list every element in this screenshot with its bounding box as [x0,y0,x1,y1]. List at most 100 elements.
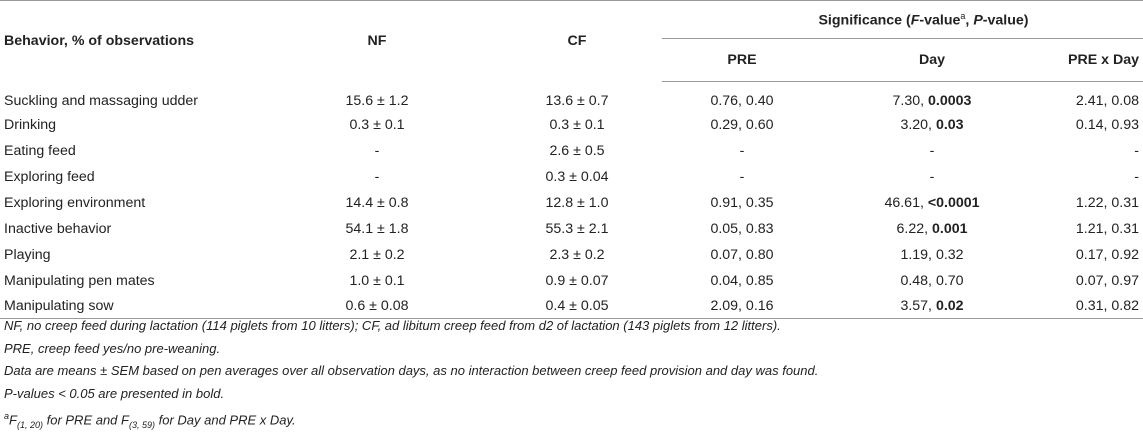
cell-behavior: Exploring feed [0,164,262,190]
cell-cf: 13.6 ± 0.7 [492,82,662,113]
cell-day-f: 1.19, [900,247,936,263]
cell-cf: 12.8 ± 1.0 [492,190,662,216]
table-row: Exploring feed - 0.3 ± 0.04 - - - [0,164,1143,190]
cell-nf: 14.4 ± 0.8 [262,190,492,216]
cell-day: - [822,138,1042,164]
cell-interaction: - [1042,138,1143,164]
cell-day: 6.22, 0.001 [822,216,1042,242]
table-row: Exploring environment 14.4 ± 0.8 12.8 ± 1.… [0,190,1143,216]
cell-day-p: - [930,169,935,185]
cell-cf: 55.3 ± 2.1 [492,216,662,242]
cell-interaction: - [1042,164,1143,190]
cell-pre: 0.07, 0.80 [662,242,822,268]
table-container: Behavior, % of observations NF CF Signif… [0,0,1143,446]
table-row: Manipulating pen mates 1.0 ± 0.1 0.9 ± 0.0… [0,268,1143,294]
cell-nf: - [262,138,492,164]
cell-behavior: Drinking [0,112,262,138]
cell-day-p: 0.0003 [928,93,971,109]
behavior-table: Behavior, % of observations NF CF Signif… [0,0,1143,319]
header-day: Day [822,39,1042,82]
cell-day: 7.30, 0.0003 [822,82,1042,113]
cell-cf: 0.3 ± 0.1 [492,112,662,138]
cell-day: 3.20, 0.03 [822,112,1042,138]
cell-day-f: 7.30, [893,93,929,109]
cell-behavior: Suckling and massaging udder [0,82,262,113]
cell-nf: 2.1 ± 0.2 [262,242,492,268]
cell-day-f: 3.20, [900,117,936,133]
cell-behavior: Playing [0,242,262,268]
table-body: Suckling and massaging udder 15.6 ± 1.2 13… [0,82,1143,319]
cell-nf: - [262,164,492,190]
cell-pre: 0.91, 0.35 [662,190,822,216]
footnote-2: PRE, creep feed yes/no pre-weaning. [4,338,818,361]
cell-interaction: 1.22, 0.31 [1042,190,1143,216]
header-interaction: PRE x Day [1042,39,1143,82]
f-value-suffix: -value [919,12,960,28]
cell-behavior: Eating feed [0,138,262,164]
footnote-3: Data are means ± SEM based on pen averag… [4,360,818,383]
cell-day-p: 0.70 [936,273,964,289]
cell-cf: 2.6 ± 0.5 [492,138,662,164]
cell-interaction: 0.14, 0.93 [1042,112,1143,138]
cell-day-p: - [930,143,935,159]
header-nf: NF [262,1,492,82]
table-row: Drinking 0.3 ± 0.1 0.3 ± 0.1 0.29, 0.60 3.20… [0,112,1143,138]
cell-day-p: 0.03 [936,117,964,133]
cell-interaction: 1.21, 0.31 [1042,216,1143,242]
cell-day: 1.19, 0.32 [822,242,1042,268]
footnote-5-f1: F [9,412,17,427]
cell-day-p: 0.32 [936,247,964,263]
cell-behavior: Exploring environment [0,190,262,216]
cell-pre: 0.05, 0.83 [662,216,822,242]
cell-day-p: 0.02 [936,298,964,314]
cell-day: 46.61, <0.0001 [822,190,1042,216]
cell-nf: 1.0 ± 0.1 [262,268,492,294]
table-row: Suckling and massaging udder 15.6 ± 1.2 13… [0,82,1143,113]
table-row: Inactive behavior 54.1 ± 1.8 55.3 ± 2.1 0.0… [0,216,1143,242]
footnote-5-df1: (1, 20) [17,420,43,430]
cell-interaction: 2.41, 0.08 [1042,82,1143,113]
cell-day-f: 46.61, [884,195,927,211]
cell-day-f: 3.57, [900,298,936,314]
cell-interaction: 0.31, 0.82 [1042,294,1143,319]
cell-interaction: 0.17, 0.92 [1042,242,1143,268]
p-value-suffix: -value) [983,12,1029,28]
cell-day-p: 0.001 [932,221,968,237]
footnote-1: NF, no creep feed during lactation (114 … [4,315,818,338]
footnote-5-end: for Day and PRE x Day. [155,412,296,427]
cell-cf: 0.9 ± 0.07 [492,268,662,294]
cell-day-f: 0.48, [900,273,936,289]
header-cf: CF [492,1,662,82]
cell-behavior: Manipulating pen mates [0,268,262,294]
table-footnotes: NF, no creep feed during lactation (114 … [4,315,818,436]
cell-pre: - [662,164,822,190]
cell-cf: 0.3 ± 0.04 [492,164,662,190]
cell-nf: 54.1 ± 1.8 [262,216,492,242]
header-significance: Significance (F-valuea, P-value) [662,1,1143,39]
footnote-5: aF(1, 20) for PRE and F(3, 59) for Day a… [4,405,818,436]
cell-nf: 15.6 ± 1.2 [262,82,492,113]
cell-day: 3.57, 0.02 [822,294,1042,319]
table-row: Playing 2.1 ± 0.2 2.3 ± 0.2 0.07, 0.80 1.19,… [0,242,1143,268]
footnote-5-mid: for PRE and [43,412,121,427]
header-row-1: Behavior, % of observations NF CF Signif… [0,1,1143,39]
p-value-symbol: P [973,12,982,28]
footnote-5-f2: F [121,412,129,427]
footnote-4: P-values < 0.05 are presented in bold. [4,383,818,406]
cell-pre: 0.04, 0.85 [662,268,822,294]
cell-pre: 0.76, 0.40 [662,82,822,113]
cell-day: - [822,164,1042,190]
cell-nf: 0.3 ± 0.1 [262,112,492,138]
significance-prefix: Significance ( [818,12,910,28]
table-row: Eating feed - 2.6 ± 0.5 - - - [0,138,1143,164]
cell-day-f: 6.22, [896,221,932,237]
cell-day-p: <0.0001 [928,195,980,211]
header-pre: PRE [662,39,822,82]
cell-day: 0.48, 0.70 [822,268,1042,294]
cell-pre: 0.29, 0.60 [662,112,822,138]
cell-interaction: 0.07, 0.97 [1042,268,1143,294]
footnote-5-df2: (3, 59) [129,420,155,430]
header-behavior: Behavior, % of observations [0,1,262,82]
cell-pre: - [662,138,822,164]
cell-behavior: Inactive behavior [0,216,262,242]
